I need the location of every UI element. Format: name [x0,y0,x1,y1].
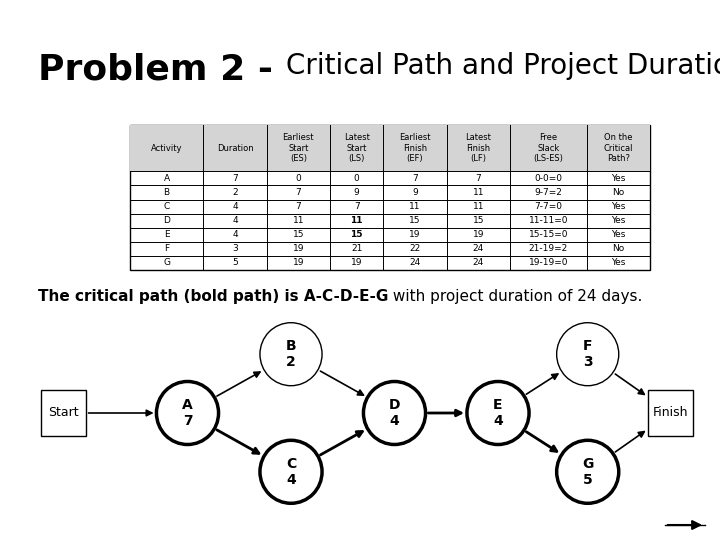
Ellipse shape [260,323,322,386]
Text: Yes: Yes [611,216,626,225]
Text: E: E [164,230,169,239]
Text: D
4: D 4 [389,398,400,428]
Text: 3: 3 [232,245,238,253]
Text: 22: 22 [410,245,420,253]
Text: 5: 5 [232,259,238,267]
Bar [130,125,650,171]
Text: F
3: F 3 [583,339,593,369]
Text: The critical path (bold path) is A-C-D-E-G: The critical path (bold path) is A-C-D-E… [38,289,388,304]
Text: Duration: Duration [217,144,253,153]
Ellipse shape [260,440,322,503]
Ellipse shape [557,323,618,386]
Text: 9-7=2: 9-7=2 [534,188,562,197]
Ellipse shape [156,381,219,444]
Bar [41,390,86,436]
Text: Latest
Start
(LS): Latest Start (LS) [343,133,369,163]
Text: 21: 21 [351,245,362,253]
Text: Yes: Yes [611,174,626,183]
Text: 19: 19 [292,245,304,253]
Text: 15: 15 [351,230,363,239]
Text: with project duration of 24 days.: with project duration of 24 days. [388,289,643,304]
Text: Earliest
Finish
(EF): Earliest Finish (EF) [400,133,431,163]
Text: 7: 7 [475,174,481,183]
Bar [130,125,650,270]
Text: Free
Slack
(LS-ES): Free Slack (LS-ES) [534,133,563,163]
Text: 0-0=0: 0-0=0 [534,174,562,183]
Text: 2: 2 [232,188,238,197]
Text: 4: 4 [232,216,238,225]
Text: 15: 15 [409,216,420,225]
Text: No: No [612,245,624,253]
Text: 19: 19 [472,230,484,239]
Text: 7: 7 [295,202,301,211]
Text: G: G [163,259,170,267]
Text: 9: 9 [354,188,359,197]
Text: Yes: Yes [611,230,626,239]
Text: 15: 15 [472,216,484,225]
Text: 11: 11 [472,202,484,211]
Ellipse shape [557,440,618,503]
Bar [648,390,693,436]
Text: 24: 24 [473,259,484,267]
Text: C: C [163,202,170,211]
Text: 4: 4 [232,230,238,239]
Text: E
4: E 4 [493,398,503,428]
Text: 11: 11 [409,202,420,211]
Text: Problem 2 -: Problem 2 - [38,52,286,86]
Text: 11: 11 [351,216,363,225]
Text: G
5: G 5 [582,457,593,487]
Text: Yes: Yes [611,259,626,267]
Text: 11: 11 [292,216,304,225]
Text: Latest
Finish
(LF): Latest Finish (LF) [465,133,491,163]
Text: 15: 15 [292,230,304,239]
Text: 19: 19 [409,230,420,239]
Text: 0: 0 [354,174,359,183]
Text: A: A [163,174,170,183]
Text: On the
Critical
Path?: On the Critical Path? [603,133,633,163]
Text: 15-15=0: 15-15=0 [528,230,568,239]
Text: 7: 7 [412,174,418,183]
Text: Earliest
Start
(ES): Earliest Start (ES) [282,133,314,163]
Text: 21-19=2: 21-19=2 [528,245,568,253]
Text: D: D [163,216,170,225]
Text: F: F [164,245,169,253]
Text: 19: 19 [351,259,362,267]
Text: 0: 0 [295,174,301,183]
Text: Activity: Activity [151,144,182,153]
Text: 19: 19 [292,259,304,267]
Text: Yes: Yes [611,202,626,211]
Text: 11: 11 [472,188,484,197]
Text: A
7: A 7 [182,398,193,428]
Text: 7: 7 [295,188,301,197]
Text: B: B [163,188,170,197]
Text: 4: 4 [232,202,238,211]
Text: 7-7=0: 7-7=0 [534,202,562,211]
Text: Start: Start [48,407,78,420]
Text: Critical Path and Project Duration: Critical Path and Project Duration [286,52,720,80]
Text: B
2: B 2 [286,339,297,369]
Text: 11-11=0: 11-11=0 [528,216,568,225]
Text: Finish: Finish [653,407,688,420]
Text: 24: 24 [473,245,484,253]
Ellipse shape [364,381,426,444]
Text: 19-19=0: 19-19=0 [528,259,568,267]
Text: 24: 24 [410,259,420,267]
Text: 7: 7 [232,174,238,183]
Text: 9: 9 [412,188,418,197]
Text: No: No [612,188,624,197]
Text: C
4: C 4 [286,457,296,487]
Ellipse shape [467,381,529,444]
Text: 7: 7 [354,202,359,211]
